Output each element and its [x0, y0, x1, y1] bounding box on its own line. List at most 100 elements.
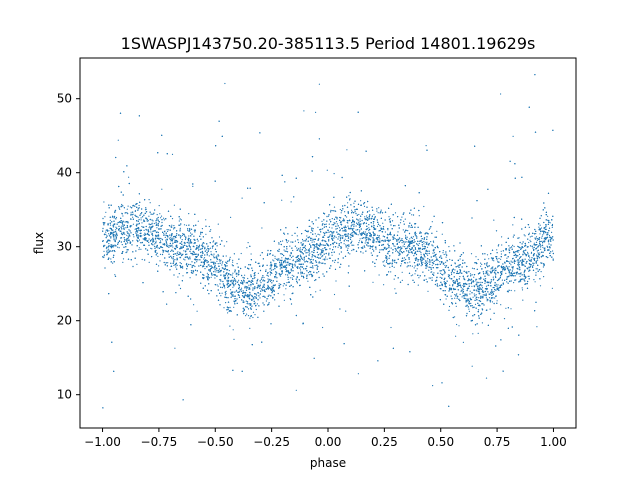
data-point	[436, 230, 438, 232]
data-point	[500, 304, 502, 306]
data-point	[139, 242, 142, 244]
data-point	[262, 290, 264, 292]
data-point	[187, 229, 189, 232]
data-point	[152, 235, 154, 237]
data-point	[137, 216, 139, 218]
data-point	[153, 245, 156, 247]
data-point	[182, 275, 184, 277]
data-point	[278, 258, 280, 260]
data-point	[151, 232, 153, 234]
data-point	[416, 268, 418, 270]
data-point	[265, 269, 267, 271]
data-point	[121, 232, 123, 234]
data-point	[170, 239, 173, 241]
data-point	[108, 230, 110, 232]
data-point	[476, 278, 478, 280]
data-point	[506, 281, 508, 283]
data-point	[291, 277, 293, 279]
data-point	[391, 236, 394, 238]
data-point	[236, 275, 238, 277]
data-point	[540, 240, 542, 243]
data-point	[428, 269, 430, 271]
data-point	[435, 264, 437, 266]
data-point	[150, 229, 152, 231]
data-point	[167, 229, 170, 231]
data-point	[184, 238, 186, 241]
data-point	[179, 227, 181, 229]
data-point	[267, 278, 269, 280]
data-point	[495, 289, 497, 291]
data-point	[413, 255, 415, 257]
data-point	[316, 248, 318, 250]
data-point	[388, 219, 390, 221]
data-point	[280, 262, 283, 264]
data-point	[364, 242, 366, 244]
data-point	[232, 261, 234, 263]
data-point	[112, 232, 114, 234]
data-point	[323, 244, 325, 246]
data-point	[332, 242, 335, 244]
data-point	[382, 227, 384, 230]
data-point	[539, 252, 541, 254]
data-point	[288, 262, 290, 265]
data-point	[338, 253, 340, 255]
data-point	[164, 250, 166, 252]
data-point	[505, 267, 507, 269]
data-point	[431, 277, 433, 279]
data-point	[375, 259, 377, 261]
data-point	[425, 278, 427, 280]
data-point	[485, 285, 488, 287]
data-point	[309, 252, 311, 254]
data-point	[333, 293, 336, 296]
data-point	[543, 233, 545, 235]
data-point	[513, 261, 515, 263]
data-point	[425, 261, 427, 263]
data-point	[343, 243, 345, 245]
data-point	[539, 233, 541, 235]
data-point	[518, 258, 521, 260]
data-point	[196, 310, 198, 312]
data-point	[528, 241, 530, 244]
data-point	[476, 290, 478, 292]
data-point	[183, 250, 185, 252]
data-point	[126, 208, 128, 210]
data-point	[551, 287, 554, 289]
data-point	[247, 277, 249, 280]
data-point	[122, 261, 124, 263]
data-point	[536, 268, 538, 270]
data-point	[355, 229, 357, 231]
data-point	[307, 272, 310, 274]
data-point	[364, 216, 366, 218]
data-point	[205, 219, 207, 221]
data-point	[219, 283, 221, 285]
data-point	[173, 228, 175, 230]
data-point	[246, 294, 248, 296]
data-point	[386, 252, 389, 254]
data-point	[156, 231, 158, 233]
data-point	[374, 217, 376, 219]
data-point	[278, 283, 280, 285]
data-point	[383, 284, 385, 286]
data-point	[155, 240, 157, 242]
data-point	[524, 235, 526, 237]
data-point	[351, 249, 353, 252]
data-point	[138, 229, 140, 231]
data-point	[253, 275, 255, 277]
data-point	[404, 241, 406, 243]
data-point	[224, 287, 226, 289]
data-point	[224, 82, 226, 85]
data-point	[452, 284, 454, 286]
data-point	[196, 255, 198, 258]
data-point	[439, 272, 442, 274]
data-point	[220, 295, 222, 297]
data-point	[240, 287, 243, 289]
data-point	[288, 240, 290, 242]
data-point	[148, 241, 150, 244]
data-point	[279, 286, 281, 288]
data-point	[365, 231, 367, 233]
data-point	[517, 259, 520, 261]
data-point	[395, 250, 397, 252]
data-point	[234, 269, 236, 271]
data-point	[540, 245, 542, 247]
data-point	[383, 260, 385, 262]
